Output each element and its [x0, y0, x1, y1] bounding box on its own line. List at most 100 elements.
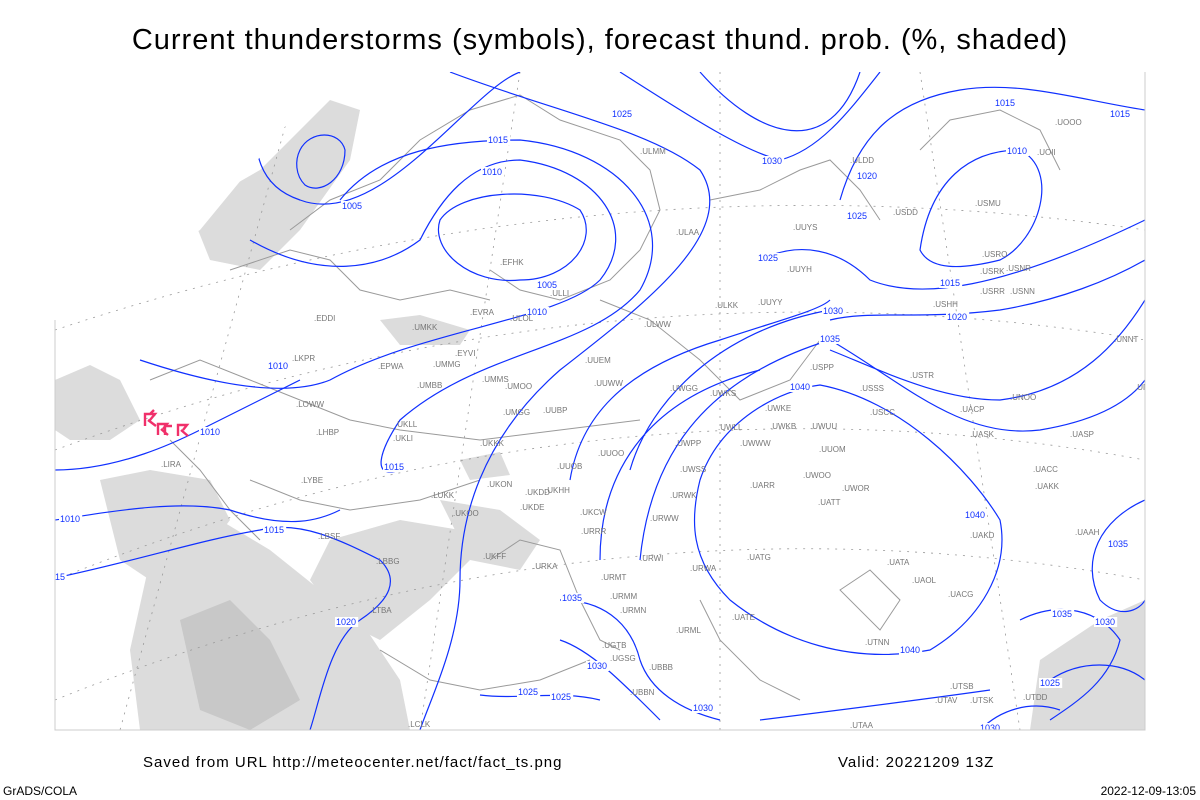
station-label: .UKFF — [483, 552, 506, 561]
isobar-label: 15 — [55, 572, 65, 582]
station-label: .UUYY — [758, 298, 783, 307]
station-label: .USHH — [933, 300, 958, 309]
isobar-label: 1010 — [527, 307, 547, 317]
station-label: .UWKS — [710, 389, 736, 398]
coastlines-borders — [149, 94, 1061, 701]
station-label: .UATE — [732, 613, 755, 622]
station-label: .URMN — [620, 606, 646, 615]
isobar-label: 1015 — [264, 525, 284, 535]
station-label: .UTAV — [935, 696, 958, 705]
isobar-label: 1035 — [562, 593, 582, 603]
station-label: .UWUU — [810, 422, 837, 431]
valid-time: Valid: 20221209 13Z — [838, 754, 995, 771]
map-frame — [54, 72, 1146, 731]
station-label: .UKHH — [545, 486, 570, 495]
isobar-label: 1035 — [1052, 609, 1072, 619]
station-label: .USPP — [810, 363, 834, 372]
station-label: .ULOL — [510, 314, 534, 323]
isobar-label: 1015 — [940, 278, 960, 288]
station-label: .UUOM — [819, 445, 846, 454]
isobar-label: 1005 — [537, 280, 557, 290]
station-label: .ULKK — [715, 301, 739, 310]
station-label: .USSS — [860, 384, 884, 393]
station-label: .UWLL — [718, 423, 743, 432]
station-label: .UACP — [960, 405, 984, 414]
station-label: .UWOO — [803, 471, 831, 480]
isobar-label: 1020 — [947, 312, 967, 322]
isobar-label: 1025 — [518, 687, 538, 697]
station-label: .UAOL — [912, 576, 937, 585]
station-label: .UTDD — [1023, 693, 1048, 702]
station-label: .LBBG — [376, 557, 400, 566]
station-label: .UUEM — [585, 356, 611, 365]
generated-timestamp: 2022-12-09-13:05 — [1100, 784, 1196, 798]
station-label: .UKOO — [453, 509, 479, 518]
station-label: .UAKD — [970, 531, 995, 540]
isobar-label: 1025 — [1040, 678, 1060, 688]
station-label: .LUKK — [431, 491, 455, 500]
station-label: .LTBA — [370, 606, 392, 615]
station-label: .UMMS — [482, 375, 509, 384]
station-label: .URRR — [581, 527, 607, 536]
isobar-label: 1010 — [482, 167, 502, 177]
source-url: Saved from URL http://meteocenter.net/fa… — [143, 754, 563, 771]
thunderstorm-symbol-icon — [143, 409, 158, 427]
station-labels: .EDDI .EPWA .UMMG .EYVI .UMMS.UMOO .UMBB .LKPR… — [161, 118, 1145, 730]
station-label: .ULWW — [644, 320, 671, 329]
map-title: Current thunderstorms (symbols), forecas… — [131, 24, 1069, 56]
isobar-label: 1030 — [1095, 617, 1115, 627]
station-label: .UUYH — [787, 265, 812, 274]
station-label: .UACC — [1033, 465, 1058, 474]
station-label: .UTSK — [970, 696, 994, 705]
station-label: .EDDI — [314, 314, 335, 323]
station-label: .UWSS — [680, 465, 706, 474]
station-label: .USCC — [870, 408, 895, 417]
station-label: .UTSB — [950, 682, 974, 691]
station-label: .UOII — [1037, 148, 1056, 157]
station-label: .UAKK — [1035, 482, 1060, 491]
station-label: .USRR — [980, 287, 1005, 296]
station-label: .URWW — [650, 514, 679, 523]
isobar-label: 1025 — [612, 109, 632, 119]
station-label: .UWKE — [765, 404, 791, 413]
station-label: .UKDD — [525, 488, 550, 497]
station-label: .UNNT — [1114, 335, 1139, 344]
station-label: .UATG — [747, 553, 771, 562]
station-label: .UKLI — [393, 434, 413, 443]
isobar-labels: 1025 1015 1010 1005 1030 1020 1025 1015 1015 1010… — [55, 98, 1133, 730]
station-label: .ULDD — [850, 156, 874, 165]
station-label: .LYBE — [301, 476, 323, 485]
isobar-label: 1010 — [1007, 146, 1027, 156]
station-label: .UKKK — [480, 439, 505, 448]
station-label: .UMKK — [412, 323, 438, 332]
station-label: .USTR — [910, 371, 934, 380]
station-label: .UKDE — [520, 503, 544, 512]
station-label: .UUBP — [543, 406, 567, 415]
station-label: .UASP — [1070, 430, 1094, 439]
isobar-label: 1015 — [995, 98, 1015, 108]
isobar-label: 1035 — [1108, 539, 1128, 549]
station-label: .URMT — [601, 573, 626, 582]
station-label: .UATA — [887, 558, 910, 567]
isobar-label: 1005 — [342, 201, 362, 211]
station-label: .UOOO — [1055, 118, 1082, 127]
station-label: .UMMG — [433, 360, 461, 369]
station-label: .LKPR — [292, 354, 315, 363]
isobar-label: 1020 — [857, 171, 877, 181]
isobars — [55, 72, 1145, 730]
thunderstorm-symbol-icon — [176, 423, 190, 437]
isobar-label: 1010 — [200, 427, 220, 437]
isobar-label: 1035 — [820, 334, 840, 344]
station-label: .ULMM — [640, 147, 666, 156]
isobar-label: 1040 — [965, 510, 985, 520]
station-label: .UKLL — [395, 420, 418, 429]
station-label: .LBSF — [318, 532, 340, 541]
station-label: .UWWW — [740, 439, 771, 448]
station-label: .UASK — [970, 430, 995, 439]
station-label: .UWPP — [675, 439, 701, 448]
station-label: .URWI — [640, 554, 663, 563]
station-label: .URWK — [670, 491, 697, 500]
isobar-label: 1025 — [758, 253, 778, 263]
thunderstorm-symbols — [143, 409, 190, 437]
